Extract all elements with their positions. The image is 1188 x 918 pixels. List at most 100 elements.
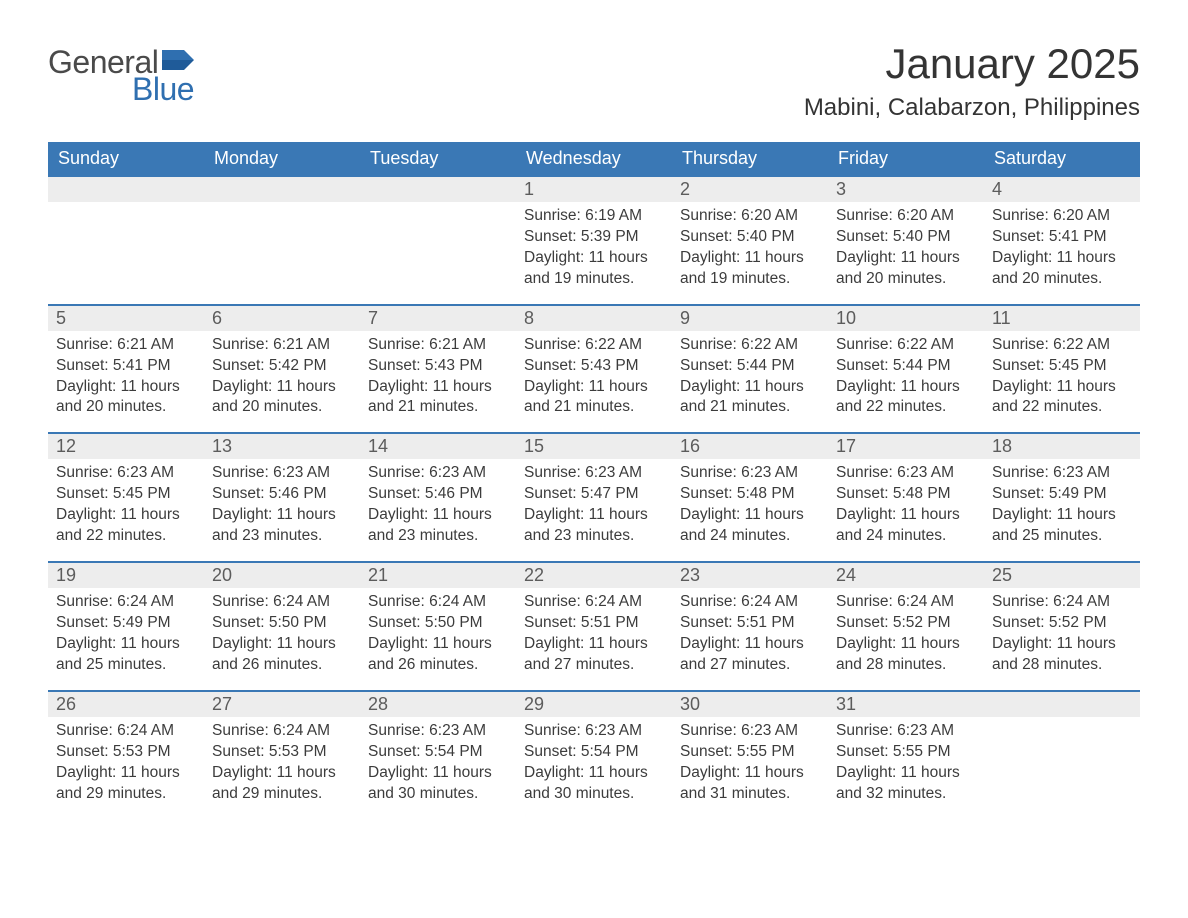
sunset-line: Sunset: 5:44 PM bbox=[836, 356, 976, 377]
day-content: Sunrise: 6:23 AMSunset: 5:48 PMDaylight:… bbox=[672, 459, 828, 561]
day-content: Sunrise: 6:24 AMSunset: 5:50 PMDaylight:… bbox=[360, 588, 516, 690]
sunset-line: Sunset: 5:49 PM bbox=[56, 613, 196, 634]
calendar-cell: 8Sunrise: 6:22 AMSunset: 5:43 PMDaylight… bbox=[516, 305, 672, 434]
day-content: Sunrise: 6:23 AMSunset: 5:46 PMDaylight:… bbox=[360, 459, 516, 561]
calendar-cell: 29Sunrise: 6:23 AMSunset: 5:54 PMDayligh… bbox=[516, 691, 672, 819]
sunset-line: Sunset: 5:50 PM bbox=[212, 613, 352, 634]
day-content: Sunrise: 6:19 AMSunset: 5:39 PMDaylight:… bbox=[516, 202, 672, 304]
daylight-line: Daylight: 11 hours and 19 minutes. bbox=[524, 248, 664, 290]
day-number: 8 bbox=[516, 306, 672, 331]
day-number: 12 bbox=[48, 434, 204, 459]
daylight-line: Daylight: 11 hours and 22 minutes. bbox=[836, 377, 976, 419]
sunset-line: Sunset: 5:51 PM bbox=[524, 613, 664, 634]
day-number bbox=[204, 177, 360, 202]
daylight-line: Daylight: 11 hours and 30 minutes. bbox=[524, 763, 664, 805]
calendar-cell: 21Sunrise: 6:24 AMSunset: 5:50 PMDayligh… bbox=[360, 562, 516, 691]
daylight-line: Daylight: 11 hours and 28 minutes. bbox=[992, 634, 1132, 676]
sunrise-line: Sunrise: 6:20 AM bbox=[680, 206, 820, 227]
sunrise-line: Sunrise: 6:22 AM bbox=[992, 335, 1132, 356]
day-content: Sunrise: 6:24 AMSunset: 5:53 PMDaylight:… bbox=[204, 717, 360, 819]
calendar-cell: 14Sunrise: 6:23 AMSunset: 5:46 PMDayligh… bbox=[360, 433, 516, 562]
day-content: Sunrise: 6:23 AMSunset: 5:54 PMDaylight:… bbox=[360, 717, 516, 819]
daylight-line: Daylight: 11 hours and 28 minutes. bbox=[836, 634, 976, 676]
day-content: Sunrise: 6:21 AMSunset: 5:41 PMDaylight:… bbox=[48, 331, 204, 433]
day-content: Sunrise: 6:23 AMSunset: 5:45 PMDaylight:… bbox=[48, 459, 204, 561]
calendar-cell: 4Sunrise: 6:20 AMSunset: 5:41 PMDaylight… bbox=[984, 176, 1140, 305]
calendar-cell: 25Sunrise: 6:24 AMSunset: 5:52 PMDayligh… bbox=[984, 562, 1140, 691]
sunset-line: Sunset: 5:44 PM bbox=[680, 356, 820, 377]
sunrise-line: Sunrise: 6:21 AM bbox=[212, 335, 352, 356]
day-header: Wednesday bbox=[516, 142, 672, 176]
calendar-cell: 12Sunrise: 6:23 AMSunset: 5:45 PMDayligh… bbox=[48, 433, 204, 562]
daylight-line: Daylight: 11 hours and 25 minutes. bbox=[56, 634, 196, 676]
day-content: Sunrise: 6:23 AMSunset: 5:48 PMDaylight:… bbox=[828, 459, 984, 561]
sunrise-line: Sunrise: 6:23 AM bbox=[836, 721, 976, 742]
day-number: 13 bbox=[204, 434, 360, 459]
sunset-line: Sunset: 5:46 PM bbox=[212, 484, 352, 505]
calendar-cell: 13Sunrise: 6:23 AMSunset: 5:46 PMDayligh… bbox=[204, 433, 360, 562]
sunset-line: Sunset: 5:49 PM bbox=[992, 484, 1132, 505]
calendar-week-row: 19Sunrise: 6:24 AMSunset: 5:49 PMDayligh… bbox=[48, 562, 1140, 691]
day-header: Thursday bbox=[672, 142, 828, 176]
daylight-line: Daylight: 11 hours and 20 minutes. bbox=[992, 248, 1132, 290]
sunset-line: Sunset: 5:53 PM bbox=[212, 742, 352, 763]
day-number bbox=[360, 177, 516, 202]
day-number: 20 bbox=[204, 563, 360, 588]
day-number: 16 bbox=[672, 434, 828, 459]
calendar-cell: 30Sunrise: 6:23 AMSunset: 5:55 PMDayligh… bbox=[672, 691, 828, 819]
sunset-line: Sunset: 5:43 PM bbox=[368, 356, 508, 377]
day-number: 21 bbox=[360, 563, 516, 588]
calendar-cell: 18Sunrise: 6:23 AMSunset: 5:49 PMDayligh… bbox=[984, 433, 1140, 562]
day-content: Sunrise: 6:24 AMSunset: 5:53 PMDaylight:… bbox=[48, 717, 204, 819]
daylight-line: Daylight: 11 hours and 29 minutes. bbox=[56, 763, 196, 805]
sunset-line: Sunset: 5:52 PM bbox=[992, 613, 1132, 634]
daylight-line: Daylight: 11 hours and 23 minutes. bbox=[524, 505, 664, 547]
day-number bbox=[984, 692, 1140, 717]
sunset-line: Sunset: 5:42 PM bbox=[212, 356, 352, 377]
sunrise-line: Sunrise: 6:22 AM bbox=[524, 335, 664, 356]
sunset-line: Sunset: 5:39 PM bbox=[524, 227, 664, 248]
calendar-cell: 16Sunrise: 6:23 AMSunset: 5:48 PMDayligh… bbox=[672, 433, 828, 562]
sunrise-line: Sunrise: 6:23 AM bbox=[524, 721, 664, 742]
page-subtitle: Mabini, Calabarzon, Philippines bbox=[804, 94, 1140, 122]
daylight-line: Daylight: 11 hours and 19 minutes. bbox=[680, 248, 820, 290]
day-header: Friday bbox=[828, 142, 984, 176]
day-number: 25 bbox=[984, 563, 1140, 588]
sunrise-line: Sunrise: 6:24 AM bbox=[836, 592, 976, 613]
day-number: 29 bbox=[516, 692, 672, 717]
sunset-line: Sunset: 5:46 PM bbox=[368, 484, 508, 505]
calendar-cell: 27Sunrise: 6:24 AMSunset: 5:53 PMDayligh… bbox=[204, 691, 360, 819]
sunset-line: Sunset: 5:45 PM bbox=[992, 356, 1132, 377]
sunrise-line: Sunrise: 6:23 AM bbox=[368, 721, 508, 742]
calendar-week-row: 1Sunrise: 6:19 AMSunset: 5:39 PMDaylight… bbox=[48, 176, 1140, 305]
day-content: Sunrise: 6:24 AMSunset: 5:52 PMDaylight:… bbox=[984, 588, 1140, 690]
calendar-cell: 24Sunrise: 6:24 AMSunset: 5:52 PMDayligh… bbox=[828, 562, 984, 691]
day-number: 26 bbox=[48, 692, 204, 717]
day-content: Sunrise: 6:20 AMSunset: 5:40 PMDaylight:… bbox=[672, 202, 828, 304]
sunrise-line: Sunrise: 6:24 AM bbox=[368, 592, 508, 613]
daylight-line: Daylight: 11 hours and 25 minutes. bbox=[992, 505, 1132, 547]
sunset-line: Sunset: 5:54 PM bbox=[368, 742, 508, 763]
daylight-line: Daylight: 11 hours and 30 minutes. bbox=[368, 763, 508, 805]
daylight-line: Daylight: 11 hours and 31 minutes. bbox=[680, 763, 820, 805]
day-number bbox=[48, 177, 204, 202]
day-number: 14 bbox=[360, 434, 516, 459]
day-header: Sunday bbox=[48, 142, 204, 176]
day-number: 3 bbox=[828, 177, 984, 202]
day-content: Sunrise: 6:22 AMSunset: 5:43 PMDaylight:… bbox=[516, 331, 672, 433]
day-header: Saturday bbox=[984, 142, 1140, 176]
day-content: Sunrise: 6:23 AMSunset: 5:49 PMDaylight:… bbox=[984, 459, 1140, 561]
daylight-line: Daylight: 11 hours and 21 minutes. bbox=[524, 377, 664, 419]
day-content bbox=[360, 202, 516, 220]
sunrise-line: Sunrise: 6:23 AM bbox=[56, 463, 196, 484]
day-number: 23 bbox=[672, 563, 828, 588]
day-number: 5 bbox=[48, 306, 204, 331]
day-number: 1 bbox=[516, 177, 672, 202]
sunset-line: Sunset: 5:45 PM bbox=[56, 484, 196, 505]
day-content: Sunrise: 6:21 AMSunset: 5:43 PMDaylight:… bbox=[360, 331, 516, 433]
sunrise-line: Sunrise: 6:22 AM bbox=[836, 335, 976, 356]
calendar-cell: 22Sunrise: 6:24 AMSunset: 5:51 PMDayligh… bbox=[516, 562, 672, 691]
daylight-line: Daylight: 11 hours and 21 minutes. bbox=[680, 377, 820, 419]
day-content: Sunrise: 6:23 AMSunset: 5:47 PMDaylight:… bbox=[516, 459, 672, 561]
sunset-line: Sunset: 5:55 PM bbox=[836, 742, 976, 763]
